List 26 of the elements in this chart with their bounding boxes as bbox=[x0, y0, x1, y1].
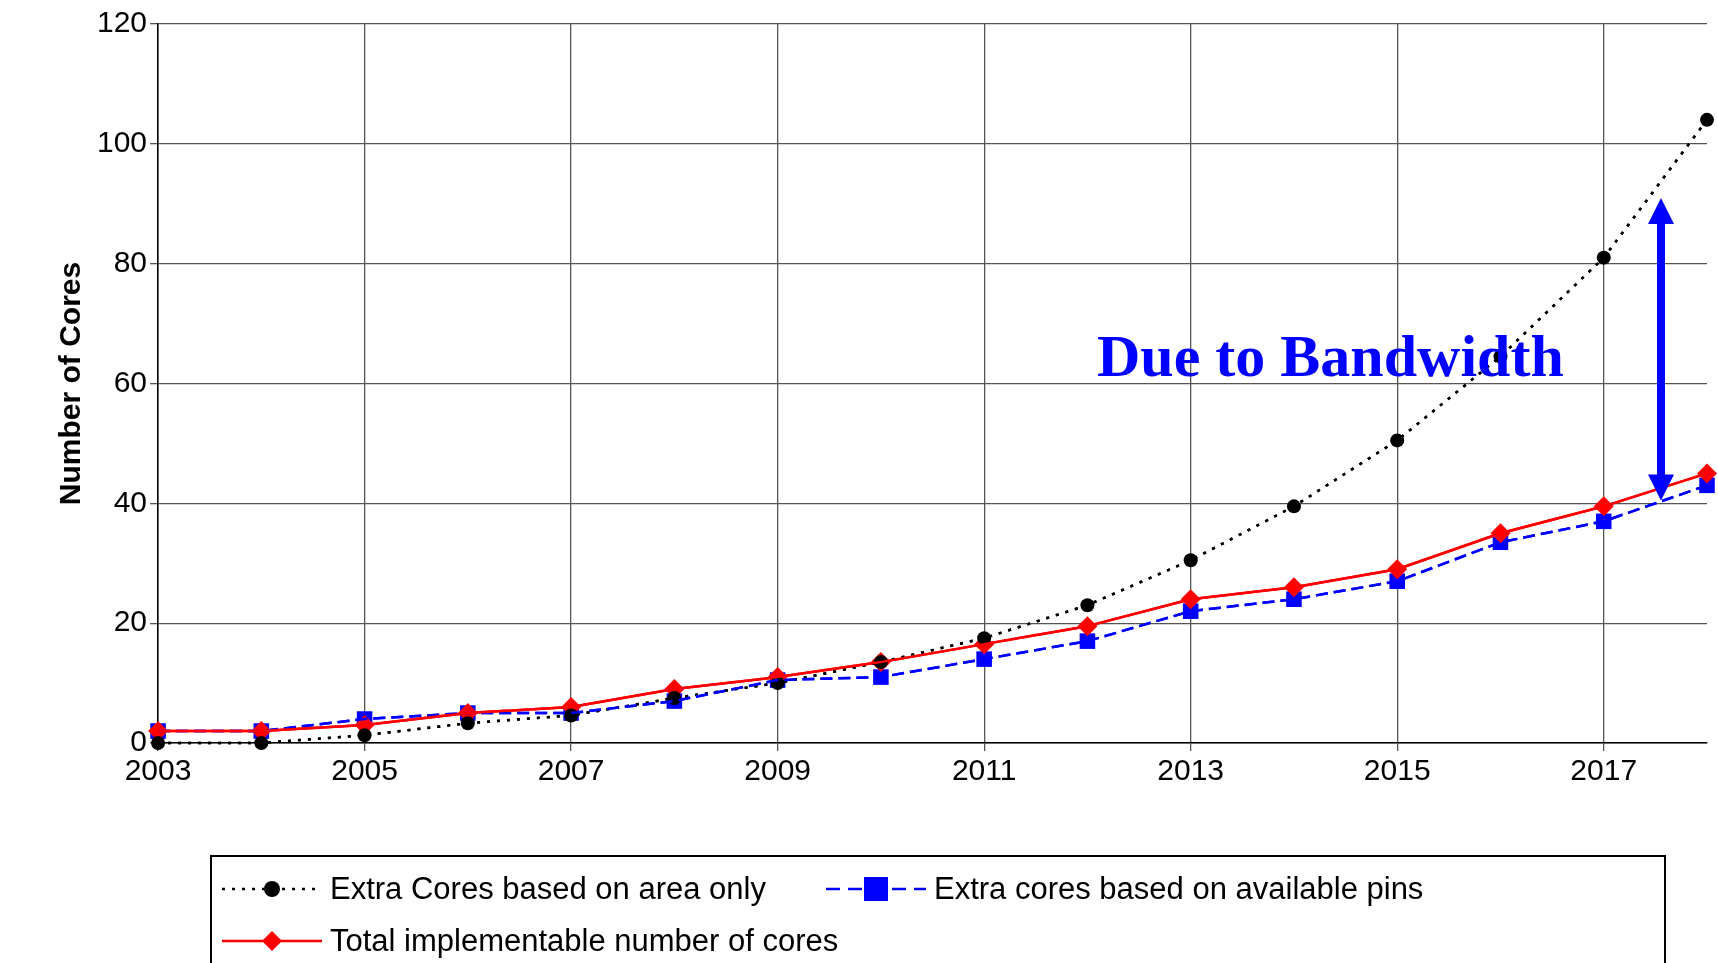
point bbox=[1596, 250, 1611, 265]
point bbox=[460, 716, 475, 731]
x-tick-label: 2013 bbox=[1157, 753, 1225, 787]
x-tick-label: 2009 bbox=[744, 753, 812, 787]
point bbox=[1390, 433, 1405, 448]
x-tick-label: 2011 bbox=[951, 753, 1017, 787]
y-tick-label: 40 bbox=[113, 484, 148, 518]
y-axis-title: Number of Cores bbox=[53, 261, 87, 506]
point bbox=[1080, 598, 1095, 613]
point bbox=[1286, 499, 1301, 514]
legend-label: Extra Cores based on area only bbox=[330, 871, 766, 907]
x-tick-label: 2017 bbox=[1570, 753, 1638, 787]
legend-label: Total implementable number of cores bbox=[330, 923, 839, 959]
point bbox=[1697, 463, 1717, 484]
y-tick-label: 120 bbox=[96, 5, 148, 39]
point bbox=[1700, 112, 1714, 127]
point bbox=[254, 736, 269, 750]
y-tick-label: 20 bbox=[113, 604, 148, 638]
y-tick-label: 100 bbox=[96, 125, 148, 159]
y-tick-label: 80 bbox=[113, 244, 148, 278]
legend-label: Extra cores based on available pins bbox=[933, 871, 1424, 907]
x-tick-label: 2015 bbox=[1363, 753, 1431, 787]
y-tick-label: 60 bbox=[113, 364, 148, 398]
x-tick-label: 2007 bbox=[537, 753, 605, 787]
x-tick-label: 2005 bbox=[331, 753, 398, 787]
point bbox=[976, 651, 992, 667]
